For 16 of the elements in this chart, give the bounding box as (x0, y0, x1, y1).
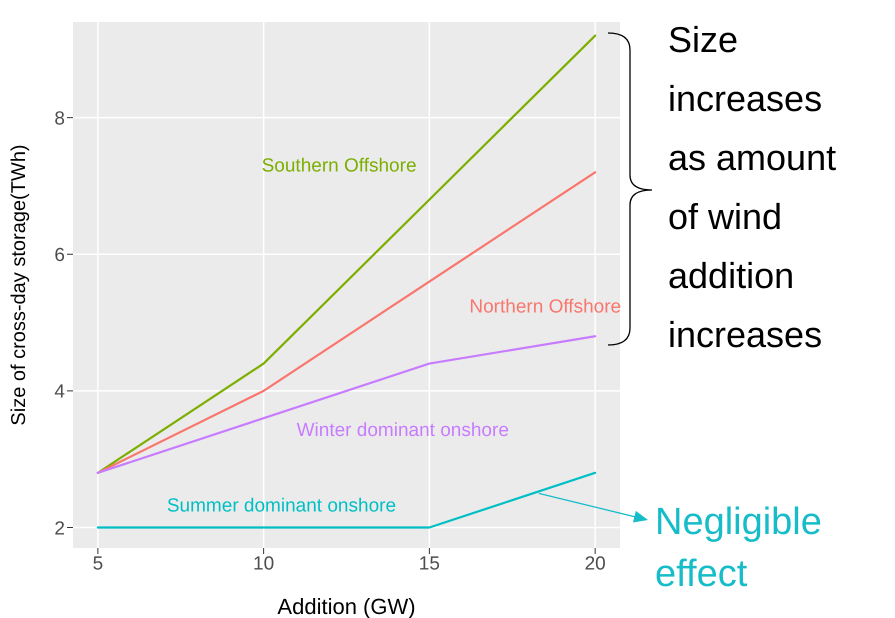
text: Size increases as amount of wind addition increases (668, 18, 838, 357)
annotation: Negligible effect (655, 500, 823, 597)
x-tick-label: 20 (584, 553, 606, 574)
x-tick-label: 5 (92, 553, 104, 574)
series-label: Winter dominant onshore (296, 420, 509, 442)
line-series (96, 335, 596, 474)
x-tick-label: 15 (418, 553, 440, 574)
series-label: Southern Offshore (262, 156, 417, 177)
series-label: Northern Offshore (469, 296, 622, 318)
y-tick-label: 8 (54, 108, 65, 130)
x-tick-label: 10 (253, 553, 274, 574)
y-tick-label: 2 (54, 518, 65, 540)
y-tick-label: 4 (54, 382, 66, 403)
y-axis-title: Size of cross-day storage(TWh) (8, 144, 30, 426)
y-tick-label: 6 (54, 245, 65, 266)
series-label: Summer dominant onshore (166, 496, 396, 517)
